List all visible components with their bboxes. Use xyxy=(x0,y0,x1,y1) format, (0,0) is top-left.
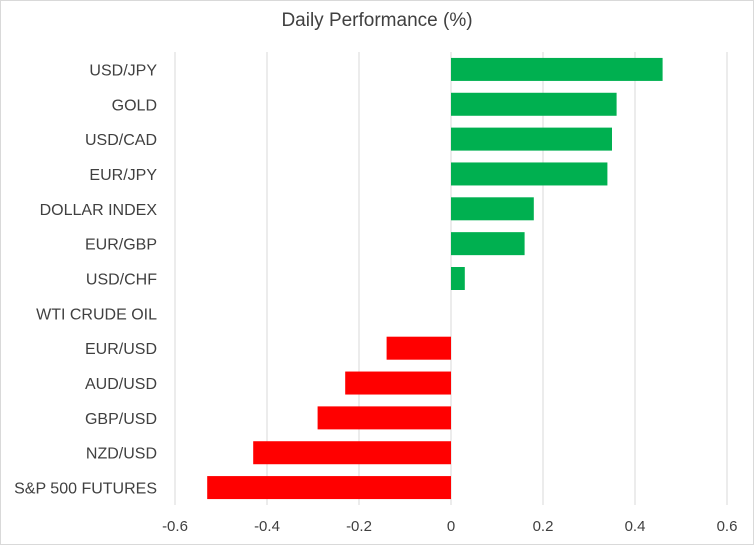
category-label: EUR/USD xyxy=(85,341,157,358)
x-tick-label: -0.6 xyxy=(162,518,188,535)
category-label: USD/JPY xyxy=(89,62,157,79)
category-label: USD/CAD xyxy=(85,132,157,149)
bar xyxy=(253,441,451,465)
x-tick-label: 0.6 xyxy=(717,518,738,535)
category-label: USD/CHF xyxy=(86,272,157,289)
bar xyxy=(386,336,451,360)
bar xyxy=(451,162,608,186)
category-label: NZD/USD xyxy=(86,446,157,463)
category-label: GBP/USD xyxy=(85,411,157,428)
bar xyxy=(451,127,612,151)
category-label: S&P 500 FUTURES xyxy=(14,481,157,498)
category-label: EUR/JPY xyxy=(89,167,157,184)
bar xyxy=(451,267,465,290)
chart-title: Daily Performance (%) xyxy=(281,10,473,31)
bar xyxy=(451,57,663,81)
category-label: EUR/GBP xyxy=(85,237,157,254)
x-tick-label: -0.2 xyxy=(346,518,372,535)
bar xyxy=(451,232,525,256)
bar xyxy=(345,371,451,395)
category-label: WTI CRUDE OIL xyxy=(36,306,157,323)
bar xyxy=(207,476,451,500)
bar xyxy=(451,197,534,221)
category-label: GOLD xyxy=(112,97,157,114)
category-label: AUD/USD xyxy=(85,376,157,393)
x-tick-label: 0.4 xyxy=(625,518,646,535)
x-tick-label: 0.2 xyxy=(533,518,554,535)
category-label: DOLLAR INDEX xyxy=(40,202,158,219)
x-tick-label: -0.4 xyxy=(254,518,280,535)
bar xyxy=(317,406,451,430)
bar xyxy=(451,92,617,116)
x-tick-label: 0 xyxy=(447,518,455,535)
